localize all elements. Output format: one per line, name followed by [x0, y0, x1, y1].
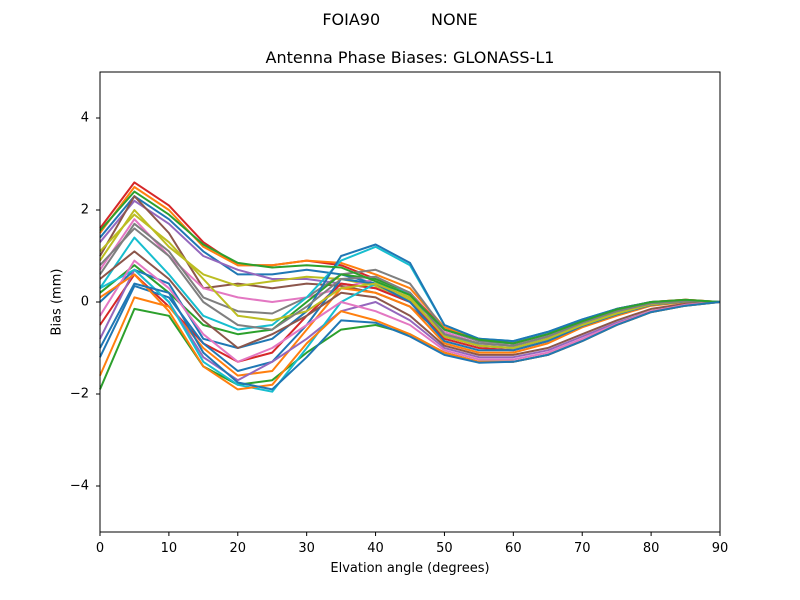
series-line-s16 [99, 268, 721, 382]
tick-marks [96, 117, 721, 536]
x-tick-label: 90 [711, 541, 729, 556]
series-line-s22 [99, 227, 721, 347]
x-tick-label: 20 [229, 541, 247, 556]
data-series-group [99, 181, 721, 393]
y-tick-label: 2 [80, 202, 89, 218]
x-tick-label: 80 [642, 541, 660, 556]
x-tick-label: 10 [160, 541, 178, 556]
series-line-s13 [99, 287, 720, 377]
y-tick-label: −4 [69, 478, 89, 494]
y-tick-label: 0 [80, 294, 89, 310]
x-tick-label: 0 [95, 541, 105, 556]
y-tick-label: 4 [80, 110, 89, 126]
x-tick-label: 40 [367, 541, 384, 556]
x-tick-label: 70 [573, 541, 591, 556]
series-line-s19 [99, 213, 721, 349]
x-axis-label: Elvation angle (degrees) [330, 561, 490, 576]
y-axis-label: Bias (mm) [49, 268, 65, 336]
series-line-s23 [99, 190, 721, 345]
series-line-s24 [99, 282, 721, 391]
x-tick-label: 30 [298, 541, 315, 556]
x-tick-label: 50 [436, 541, 453, 556]
x-tick-label: 60 [505, 541, 522, 556]
y-tick-label: −2 [69, 386, 89, 402]
chart-title: Antenna Phase Biases: GLONASS-L1 [265, 48, 555, 67]
series-line-s17 [99, 250, 721, 356]
figure-suptitle: FOIA90 NONE [322, 10, 478, 29]
